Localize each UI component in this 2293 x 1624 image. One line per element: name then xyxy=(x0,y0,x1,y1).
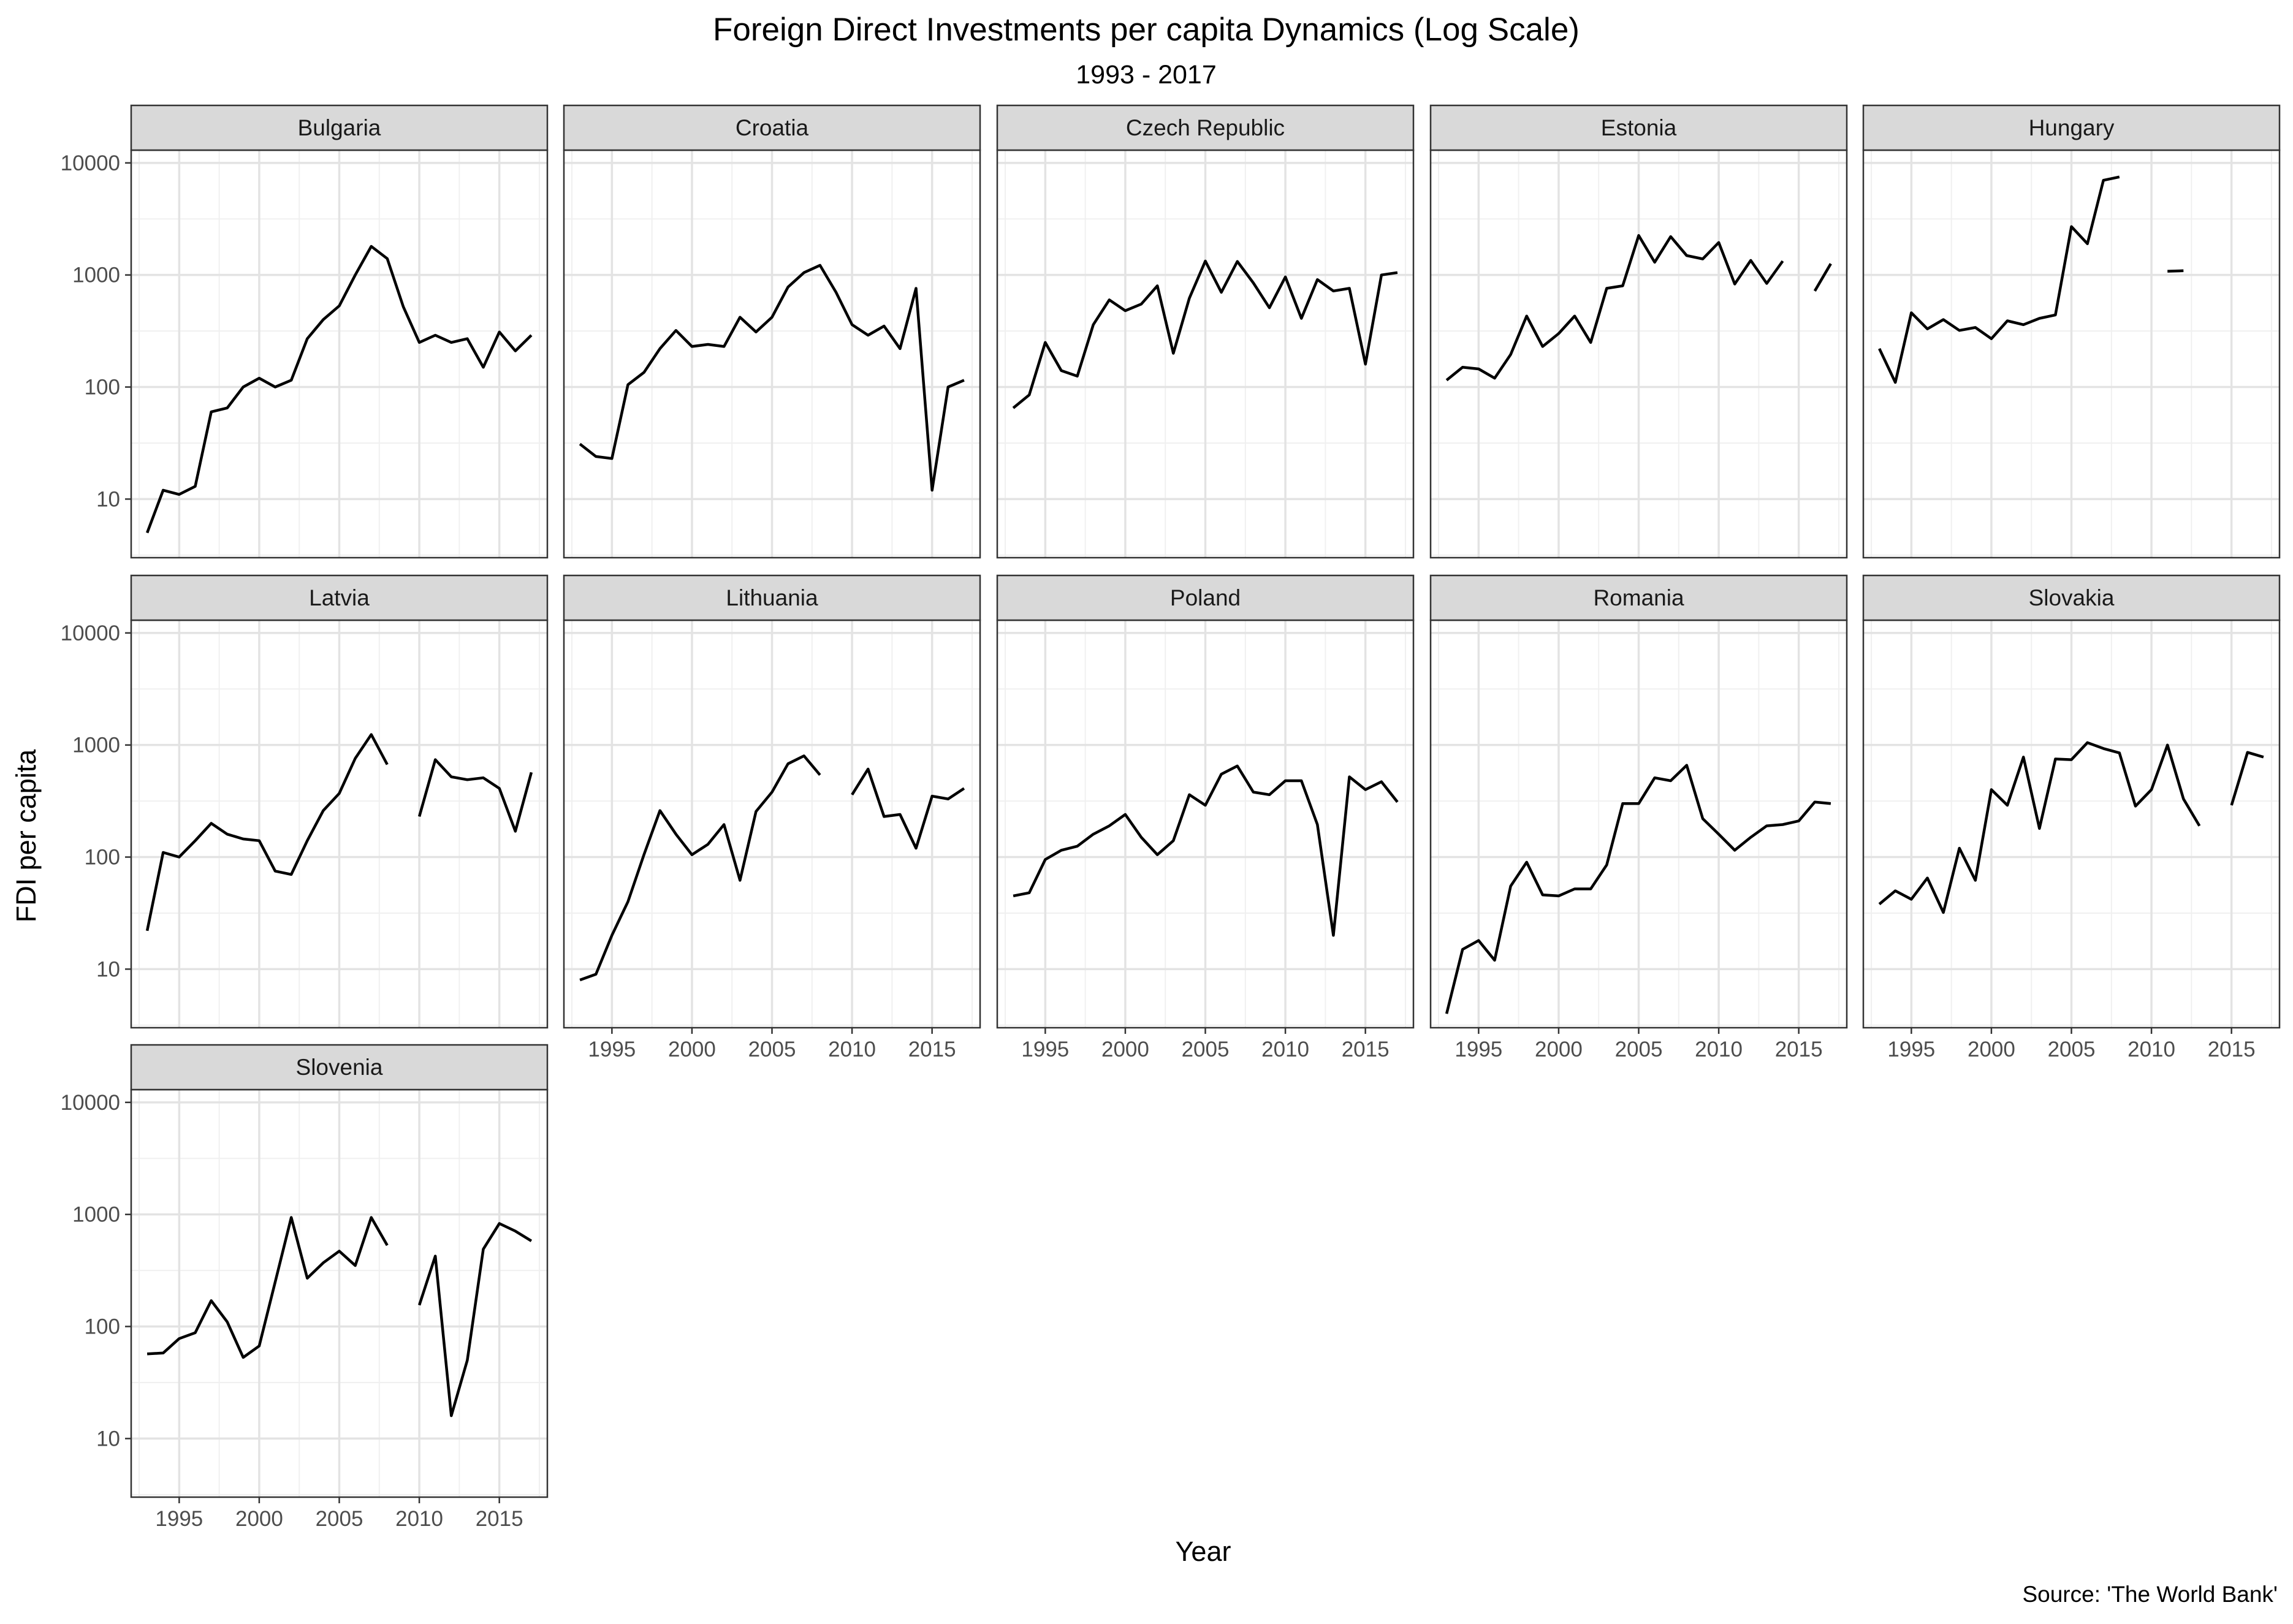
x-tick-label: 2000 xyxy=(1101,1038,1149,1061)
chart-caption: Source: 'The World Bank' xyxy=(2022,1582,2278,1607)
series-line xyxy=(579,264,965,492)
facet-panel-lithuania: Lithuania 1995 2000 2005 2010 2015 xyxy=(563,574,981,1061)
y-tick-label: 100 xyxy=(85,376,120,400)
facet-strip-label: Poland xyxy=(1170,585,1241,610)
y-tick-label: 100 xyxy=(85,1315,120,1339)
x-tick-label: 2000 xyxy=(1968,1038,2015,1061)
series-line xyxy=(1013,764,1399,937)
x-tick-label: 2000 xyxy=(235,1507,283,1531)
x-tick-label: 1995 xyxy=(1455,1038,1502,1061)
x-tick-label: 2015 xyxy=(1775,1038,1823,1061)
x-tick-label: 2015 xyxy=(908,1038,956,1061)
y-axis-title: FDI per capita xyxy=(10,749,42,923)
facet-strip-label: Czech Republic xyxy=(1126,115,1285,140)
facet-strip xyxy=(1429,104,1848,151)
facet-strip xyxy=(130,104,549,151)
x-tick-label: 2010 xyxy=(1261,1038,1309,1061)
facet-panel-czech-republic: Czech Republic xyxy=(996,104,1415,559)
chart-subtitle: 1993 - 2017 xyxy=(1076,60,1217,89)
panels-layer: Bulgaria 10 100 1000 10000 Croatia Czech Repub… xyxy=(61,104,2281,1531)
series-line xyxy=(145,733,389,932)
y-tick-label: 100 xyxy=(85,846,120,870)
y-tick-label: 10 xyxy=(96,957,120,981)
facet-panel-hungary: Hungary xyxy=(1862,104,2281,559)
x-tick-label: 1995 xyxy=(155,1507,203,1531)
facet-strip xyxy=(1862,574,2281,621)
x-tick-label: 2005 xyxy=(748,1038,796,1061)
series-line xyxy=(417,1222,533,1417)
y-tick-label: 10000 xyxy=(61,621,120,645)
y-tick-label: 10 xyxy=(96,1427,120,1451)
x-tick-label: 1995 xyxy=(588,1038,636,1061)
chart-title: Foreign Direct Investments per capita Dy… xyxy=(713,12,1580,48)
y-tick-label: 1000 xyxy=(72,734,120,757)
facet-panel-poland: Poland 1995 2000 2005 2010 2015 xyxy=(996,574,1415,1061)
facet-strip-label: Bulgaria xyxy=(298,115,381,140)
facet-strip-label: Hungary xyxy=(2029,115,2115,140)
x-tick-label: 2005 xyxy=(1182,1038,1230,1061)
facet-panel-latvia: Latvia 10 100 1000 10000 xyxy=(61,574,549,1029)
facet-strip-label: Lithuania xyxy=(726,585,818,610)
x-tick-label: 2000 xyxy=(1535,1038,1583,1061)
x-tick-label: 1995 xyxy=(1887,1038,1935,1061)
facet-panel-estonia: Estonia xyxy=(1429,104,1848,559)
facet-strip-label: Romania xyxy=(1593,585,1684,610)
facet-strip xyxy=(130,574,549,621)
series-line xyxy=(146,1216,389,1359)
facet-strip xyxy=(563,574,981,621)
x-tick-label: 2005 xyxy=(1615,1038,1663,1061)
facet-strip-label: Croatia xyxy=(736,115,809,140)
facet-panel-romania: Romania 1995 2000 2005 2010 2015 xyxy=(1429,574,1848,1061)
x-tick-label: 2010 xyxy=(1695,1038,1743,1061)
x-tick-label: 2010 xyxy=(395,1507,443,1531)
series-line xyxy=(145,245,533,534)
x-tick-label: 2000 xyxy=(668,1038,716,1061)
facet-strip xyxy=(996,104,1415,151)
series-line xyxy=(1813,263,1832,292)
facet-panel-slovakia: Slovakia 1995 2000 2005 2010 2015 xyxy=(1862,574,2281,1061)
x-tick-label: 2010 xyxy=(2128,1038,2175,1061)
series-line xyxy=(2230,751,2264,806)
x-axis-title: Year xyxy=(1176,1536,1231,1567)
x-tick-label: 2010 xyxy=(828,1038,876,1061)
facet-panel-croatia: Croatia xyxy=(563,104,981,559)
series-line xyxy=(1445,764,1831,1014)
y-tick-label: 1000 xyxy=(72,1203,120,1227)
facet-strip-label: Estonia xyxy=(1601,115,1677,140)
facet-strip xyxy=(1429,574,1848,621)
y-tick-label: 10 xyxy=(96,487,120,511)
facet-strip-label: Slovakia xyxy=(2029,585,2115,610)
series-line xyxy=(417,758,533,833)
y-tick-label: 10000 xyxy=(61,151,120,175)
series-line xyxy=(1012,259,1398,409)
series-line xyxy=(851,767,965,850)
facet-panel-bulgaria: Bulgaria 10 100 1000 10000 xyxy=(61,104,549,559)
x-tick-label: 2005 xyxy=(316,1507,363,1531)
series-line xyxy=(1445,234,1784,382)
facet-strip xyxy=(1862,104,2281,151)
x-tick-label: 2015 xyxy=(476,1507,523,1531)
x-tick-label: 1995 xyxy=(1021,1038,1069,1061)
x-tick-label: 2015 xyxy=(1342,1038,1390,1061)
y-tick-label: 10000 xyxy=(61,1091,120,1115)
facet-strip-label: Latvia xyxy=(309,585,370,610)
series-line xyxy=(579,754,821,982)
x-tick-label: 2015 xyxy=(2208,1038,2256,1061)
facet-panel-slovenia: Slovenia 10 100 1000 10000 1995 2000 2005 2010 20… xyxy=(61,1044,549,1531)
series-line xyxy=(1878,741,2201,914)
facet-strip xyxy=(563,104,981,151)
facet-strip xyxy=(130,1044,549,1091)
facet-strip-label: Slovenia xyxy=(296,1055,383,1080)
facet-strip xyxy=(996,574,1415,621)
y-tick-label: 1000 xyxy=(72,264,120,287)
series-line xyxy=(1878,175,2120,384)
x-tick-label: 2005 xyxy=(2048,1038,2096,1061)
